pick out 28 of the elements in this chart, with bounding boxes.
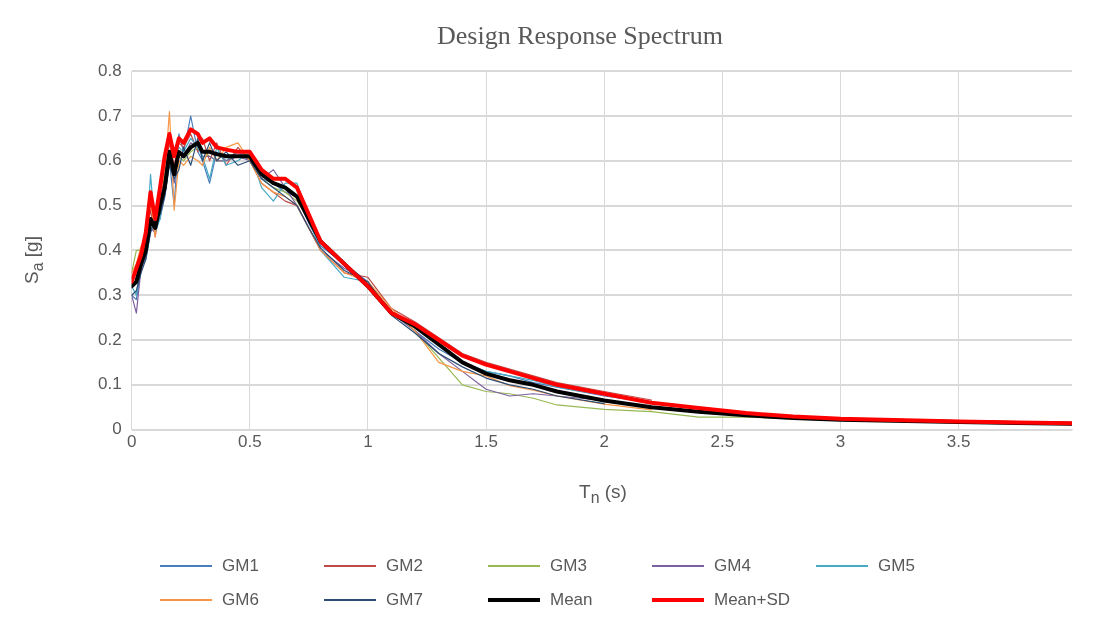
y-tick-label: 0.1 <box>97 374 122 394</box>
y-tick-label: 0.5 <box>97 195 122 215</box>
y-tick-label: 0.2 <box>97 329 122 349</box>
legend-label: GM3 <box>550 556 587 576</box>
legend-label: Mean <box>550 590 593 610</box>
x-axis-title: T$_{n}$ (s) <box>578 481 628 507</box>
chart-title: Design Response Spectrum <box>437 21 723 51</box>
y-tick-label: 0 <box>112 419 122 439</box>
legend-label: GM2 <box>386 556 423 576</box>
legend-label: GM6 <box>222 590 259 610</box>
legend-label: GM5 <box>878 556 915 576</box>
x-tick-label: 3.5 <box>946 432 971 452</box>
x-tick-label: 2.5 <box>710 432 735 452</box>
x-tick-label: 0 <box>126 432 137 452</box>
x-tick-label: 1.5 <box>474 432 498 452</box>
y-tick-label: 0.3 <box>97 284 122 304</box>
y-tick-label: 0.4 <box>97 240 122 260</box>
y-tick-label: 0.7 <box>97 105 122 125</box>
legend-label: Mean+SD <box>714 590 791 610</box>
x-tick-label: 2 <box>599 432 609 452</box>
x-tick-label: 0.5 <box>237 432 262 452</box>
x-tick-label: 1 <box>363 432 373 452</box>
legend-label: GM1 <box>222 556 259 576</box>
legend-label: GM4 <box>714 556 751 576</box>
y-tick-label: 0.6 <box>97 150 122 170</box>
x-tick-label: 3 <box>835 432 846 452</box>
legend-label: GM7 <box>386 590 423 610</box>
y-tick-label: 0.8 <box>97 60 122 80</box>
